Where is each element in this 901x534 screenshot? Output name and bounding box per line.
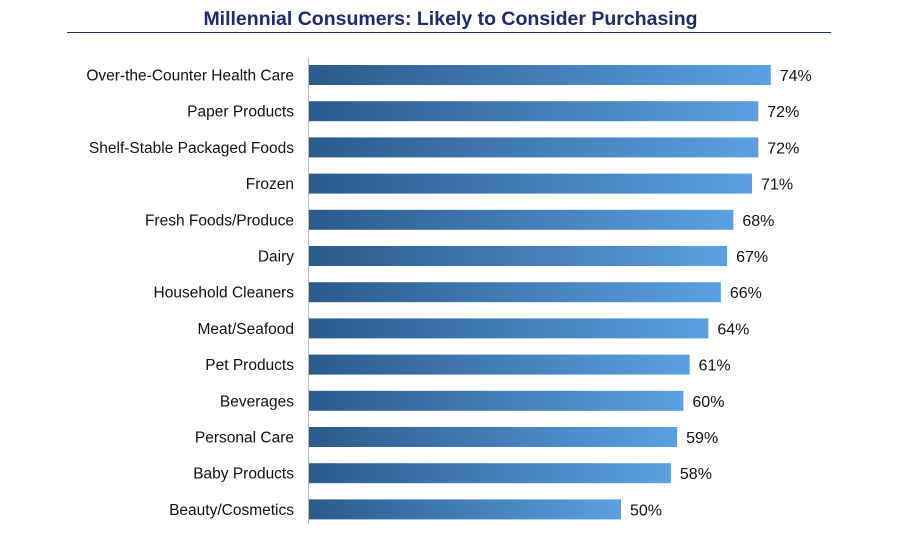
category-label: Beauty/Cosmetics <box>169 502 294 519</box>
category-label: Baby Products <box>193 466 294 483</box>
category-label: Beverages <box>220 393 294 410</box>
bar <box>309 354 690 375</box>
value-label: 68% <box>742 213 774 230</box>
bar <box>309 173 753 194</box>
value-label: 59% <box>686 430 718 447</box>
chart-title: Millennial Consumers: Likely to Consider… <box>203 8 698 30</box>
category-label: Frozen <box>246 176 294 193</box>
bar <box>309 390 684 411</box>
value-label: 67% <box>736 249 768 266</box>
value-label: 71% <box>761 177 793 194</box>
category-label: Over-the-Counter Health Care <box>86 68 294 85</box>
category-label: Meat/Seafood <box>197 321 294 338</box>
value-label: 61% <box>699 358 731 375</box>
value-label: 58% <box>680 466 712 483</box>
bar <box>309 499 621 520</box>
category-label: Household Cleaners <box>154 285 295 302</box>
category-label: Pet Products <box>205 357 294 374</box>
bars-group: Over-the-Counter Health Care 74% Paper Pro… <box>86 65 812 520</box>
value-label: 64% <box>717 321 749 338</box>
bar <box>309 137 759 158</box>
bar <box>309 427 678 447</box>
bar <box>309 282 721 303</box>
category-label: Shelf-Stable Packaged Foods <box>89 140 294 157</box>
bar <box>309 209 734 230</box>
category-label: Personal Care <box>195 430 294 447</box>
bar <box>309 246 728 266</box>
bar <box>309 65 771 85</box>
value-label: 50% <box>630 502 662 519</box>
value-label: 72% <box>767 140 799 157</box>
value-label: 60% <box>692 394 724 411</box>
bar <box>309 463 671 484</box>
title-underline <box>67 32 831 33</box>
bar <box>309 101 759 122</box>
bar <box>309 318 709 339</box>
category-label: Paper Products <box>187 104 294 121</box>
value-label: 74% <box>780 68 812 85</box>
category-label: Fresh Foods/Produce <box>145 212 294 229</box>
value-label: 72% <box>767 104 799 121</box>
category-label: Dairy <box>258 249 294 266</box>
value-label: 66% <box>730 285 762 302</box>
